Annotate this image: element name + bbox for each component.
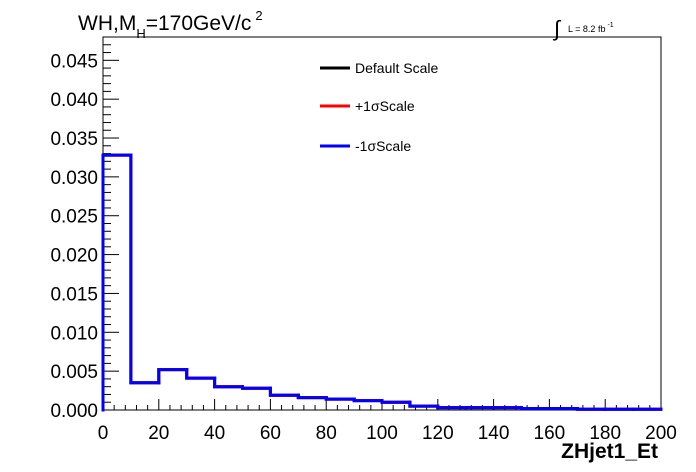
series-layer <box>101 153 663 412</box>
y-tick-label: 0.025 <box>50 207 98 228</box>
y-tick-label: 0.045 <box>50 51 98 72</box>
y-tick-label: 0.020 <box>50 246 98 267</box>
luminosity-text: L = 8.2 fb <box>568 24 605 34</box>
histogram-bin <box>352 397 384 403</box>
luminosity-label: L = 8.2 fb -1 <box>568 22 614 34</box>
y-tick-label: 0.005 <box>50 362 98 383</box>
legend-label: Default Scale <box>355 60 438 76</box>
x-tick-label: 180 <box>589 423 621 444</box>
legend-label: +1σScale <box>355 98 415 114</box>
axis-ticks: 0 20 40 60 80 100 120 140 160 180 200 0.000 0.005 0.0… <box>50 44 677 444</box>
y-tick-label: 0.030 <box>50 168 98 189</box>
title-prefix: WH,M <box>78 12 136 35</box>
integral-symbol: ∫ <box>552 16 562 41</box>
x-tick-label: 120 <box>422 423 454 444</box>
x-tick-label: 140 <box>478 423 510 444</box>
y-tick-label: 0.010 <box>50 323 98 344</box>
histogram-bin <box>241 385 272 390</box>
histogram-bin <box>408 400 440 408</box>
y-tick-label: 0.000 <box>50 401 98 422</box>
x-tick-label: 40 <box>204 423 225 444</box>
histogram-bin <box>520 406 551 410</box>
histogram-bin <box>157 368 189 385</box>
histogram-bin <box>296 393 328 400</box>
x-tick-label: 100 <box>366 423 398 444</box>
x-tick-label: 200 <box>645 423 677 444</box>
plot-title: WH,MH=170GeV/c 2 <box>78 8 263 41</box>
x-tick-label: 0 <box>98 423 109 444</box>
histogram-bin <box>213 376 244 389</box>
histogram-bin <box>101 153 133 412</box>
y-tick-label: 0.015 <box>50 284 98 305</box>
x-tick-label: 160 <box>534 423 566 444</box>
x-tick-label: 80 <box>316 423 337 444</box>
title-value: =170GeV/c <box>146 12 252 35</box>
histogram-bin <box>185 368 217 380</box>
legend: Default Scale +1σScale -1σScale <box>320 60 438 154</box>
histogram-bin <box>575 406 607 411</box>
histogram-bin <box>380 399 412 404</box>
y-tick-label: 0.040 <box>50 90 98 111</box>
luminosity-superscript: -1 <box>607 22 613 29</box>
y-tick-label: 0.035 <box>50 129 98 150</box>
x-tick-label: 20 <box>148 423 169 444</box>
histogram-bin <box>129 153 161 385</box>
title-subscript: H <box>136 26 145 41</box>
title-superscript: 2 <box>255 8 262 23</box>
histogram-bin <box>436 404 468 410</box>
series-3 <box>101 153 663 412</box>
legend-label: -1σScale <box>355 138 411 154</box>
x-tick-label: 60 <box>260 423 281 444</box>
x-axis-title: ZHjet1_Et <box>561 440 658 463</box>
histogram-bin <box>268 386 300 397</box>
histogram-bin <box>324 396 356 401</box>
